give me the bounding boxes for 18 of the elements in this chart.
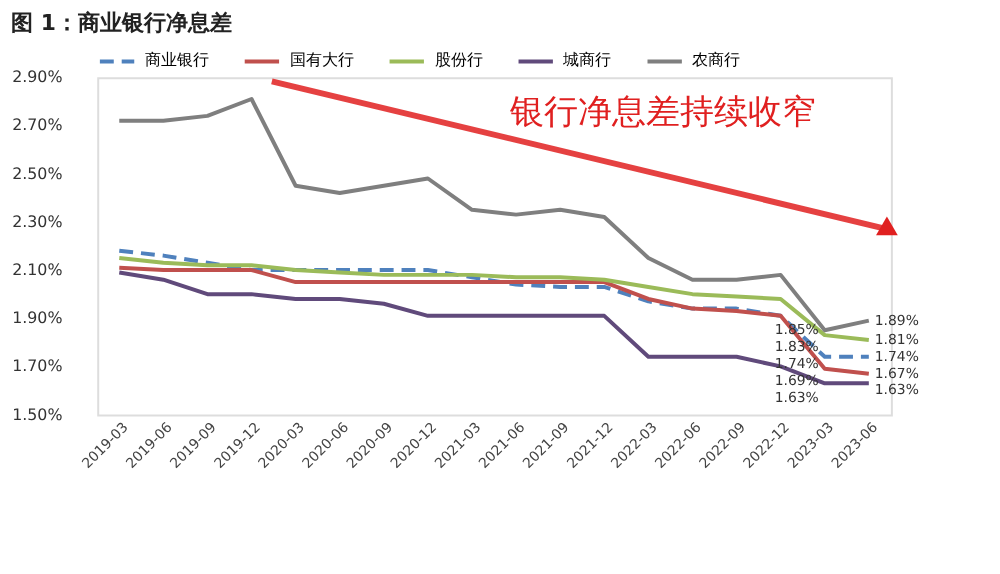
y-tick-label: 2.10% (12, 261, 64, 280)
y-tick-label: 1.50% (12, 405, 64, 424)
annotation: 银行净息差持续收窄 (507, 90, 816, 131)
line-series (117, 256, 871, 342)
legend-label: 商业银行 (144, 51, 209, 70)
y-tick-label: 2.50% (12, 164, 64, 183)
y-tick-label: 2.30% (12, 212, 64, 231)
legend-label: 农商行 (692, 51, 741, 70)
legend-label: 城商行 (561, 51, 612, 70)
line-series (117, 248, 871, 359)
chart-title: 图 1：商业银行净息差 (11, 9, 232, 36)
y-tick-label: 2.70% (12, 116, 64, 135)
y-tick-label: 1.90% (12, 309, 64, 328)
y-tick-label: 2.90% (12, 68, 64, 87)
line-series (117, 97, 871, 333)
y-tick-label: 1.70% (12, 357, 64, 376)
legend-label: 股份行 (434, 51, 483, 70)
legend-label: 国有大行 (289, 51, 354, 70)
